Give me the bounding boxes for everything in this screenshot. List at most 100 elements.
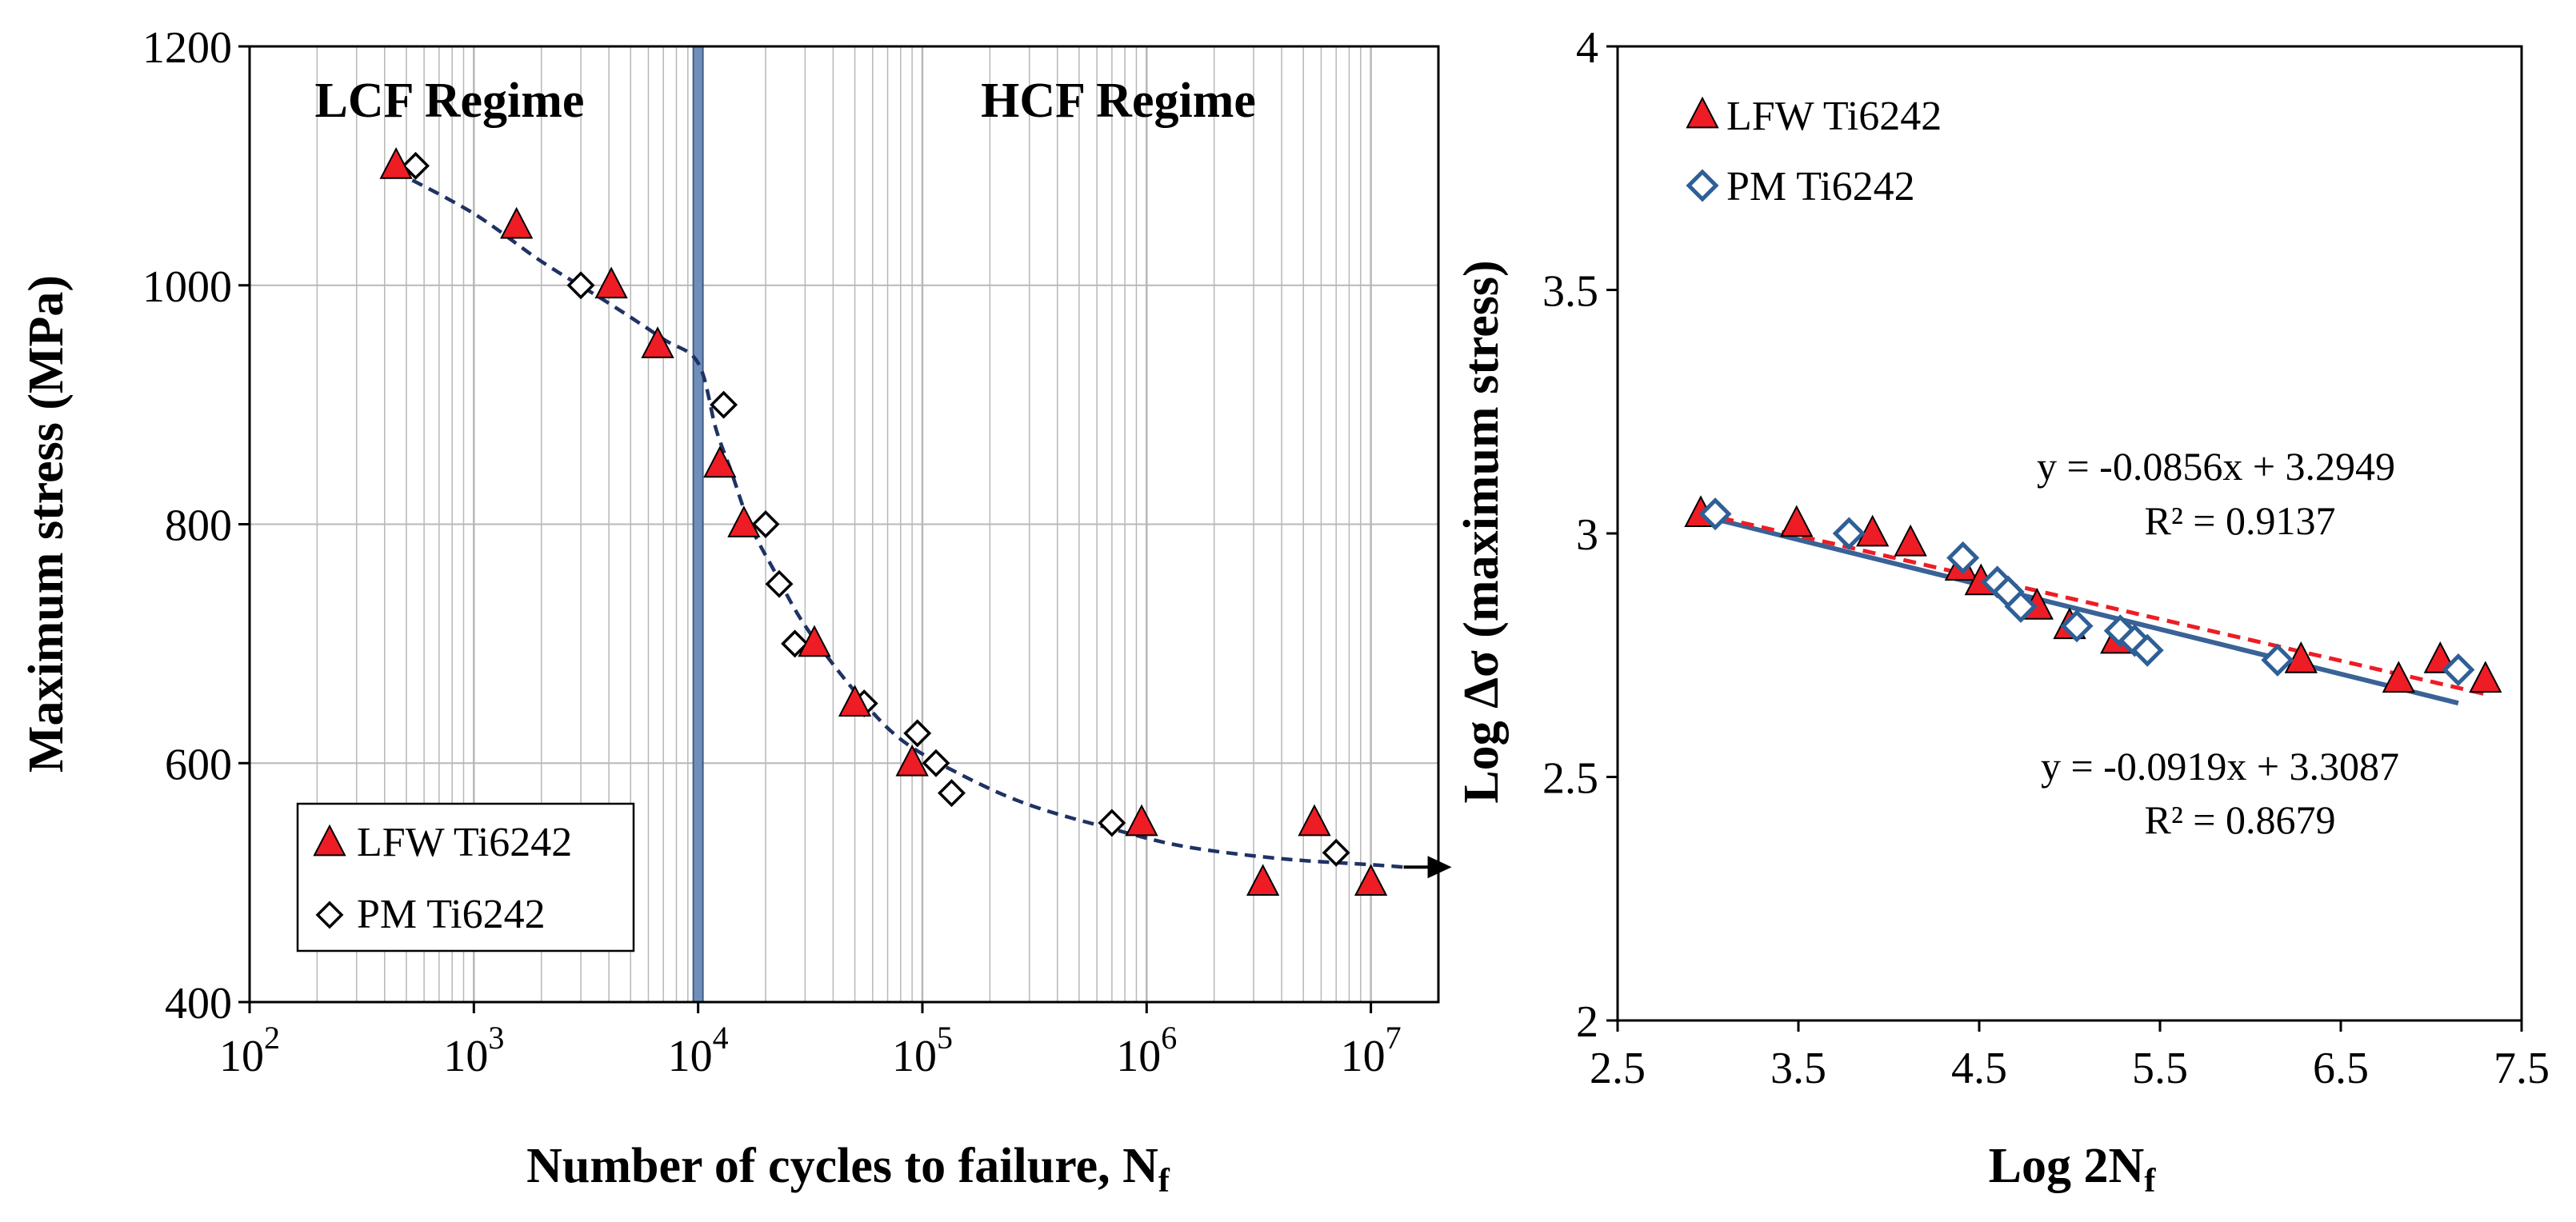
- left-x-tick-label: 105: [892, 1020, 953, 1081]
- lfw-fit-equation: y = -0.0856x + 3.2949: [2037, 444, 2395, 489]
- right-y-tick-label: 3: [1576, 510, 1598, 560]
- left-legend-marker-pm: [315, 901, 344, 929]
- lfw-point: [838, 685, 872, 717]
- pm-point: [2261, 643, 2294, 677]
- left-x-tick-labels: 102 103 104 105 106 107: [219, 1002, 1402, 1081]
- lcf-regime-label: LCF Regime: [315, 74, 585, 128]
- right-x-tick-label: 7.5: [2494, 1044, 2550, 1093]
- left-legend-label-pm: PM Ti6242: [357, 892, 546, 937]
- right-y-axis-title: Log Δσ (maximum stress): [1454, 260, 1509, 803]
- pm-point: [765, 569, 794, 598]
- pm-point: [922, 749, 950, 777]
- lfw-point: [500, 206, 534, 239]
- left-legend-label-lfw: LFW Ti6242: [357, 820, 572, 865]
- lfw-point: [1894, 524, 1927, 557]
- left-x-tick-label: 106: [1116, 1020, 1177, 1081]
- right-y-tick-labels: 2 2.5 3 3.5 4: [1542, 23, 1618, 1047]
- left-chart: 400 600 800 1000 1200 102 103 104 105 106 107 LCF…: [19, 23, 1452, 1200]
- trend-curve: [395, 170, 1452, 879]
- lfw-point: [1298, 804, 1331, 837]
- pm-point: [710, 390, 738, 419]
- right-x-tick-label: 3.5: [1770, 1044, 1826, 1093]
- pm-point: [751, 510, 780, 538]
- left-data-points: [379, 147, 1388, 897]
- left-y-tick-label: 1200: [142, 23, 232, 73]
- lfw-point: [1354, 864, 1388, 897]
- left-y-tick-label: 1000: [142, 262, 232, 312]
- lfw-point: [1780, 505, 1814, 537]
- right-x-tick-labels: 2.5 3.5 4.5 5.5 6.5 7.5: [1590, 1020, 2550, 1093]
- lfw-point: [727, 505, 761, 537]
- right-y-tick-label: 2: [1576, 997, 1598, 1047]
- left-legend-box: [296, 802, 635, 952]
- lfw-fit-r2: R² = 0.9137: [2144, 498, 2335, 543]
- hcf-regime-label: HCF Regime: [981, 74, 1256, 128]
- lfw-point: [1125, 804, 1158, 837]
- left-x-axis-title: Number of cycles to failure, Nf: [526, 1139, 1170, 1200]
- left-y-tick-labels: 400 600 800 1000 1200: [142, 23, 250, 1028]
- pm-point: [938, 779, 966, 808]
- pm-point: [903, 719, 932, 748]
- lfw-point: [641, 326, 674, 358]
- pm-point: [402, 151, 430, 180]
- right-legend-marker-lfw: [1686, 96, 1719, 129]
- lfw-point: [2284, 641, 2318, 673]
- right-y-tick-label: 4: [1576, 23, 1598, 73]
- right-legend-label-lfw: LFW Ti6242: [1726, 94, 1942, 139]
- left-legend: LFW Ti6242 PM Ti6242: [296, 802, 635, 952]
- left-x-tick-label: 103: [443, 1020, 504, 1081]
- right-fit-lines: [1700, 511, 2486, 706]
- trend-arrow-head: [1427, 856, 1452, 879]
- pm-point: [1832, 517, 1866, 550]
- left-legend-diamond: [315, 901, 344, 929]
- lfw-fit-line: [1700, 511, 2486, 697]
- right-x-axis-title: Log 2Nf: [1989, 1139, 2157, 1200]
- pm-point: [1098, 809, 1126, 837]
- left-x-tick-label: 104: [668, 1020, 729, 1081]
- regime-divider-line: [692, 46, 704, 1003]
- right-x-tick-label: 5.5: [2132, 1044, 2188, 1093]
- lfw-point: [703, 445, 737, 478]
- pm-point: [2442, 653, 2475, 687]
- pm-fit-r2: R² = 0.8679: [2144, 797, 2335, 842]
- right-legend-marker-pm: [1686, 169, 1719, 202]
- trend-curve-path: [395, 170, 1404, 869]
- right-data-points: [1684, 495, 2502, 693]
- right-x-tick-label: 2.5: [1590, 1044, 1646, 1093]
- lfw-point: [2382, 661, 2415, 693]
- left-x-tick-label: 107: [1341, 1020, 1402, 1081]
- lfw-point: [2469, 661, 2502, 693]
- pm-point: [566, 271, 595, 300]
- left-x-tick-label: 102: [219, 1020, 280, 1081]
- left-y-tick-label: 800: [165, 501, 232, 551]
- left-y-axis-title: Maximum stress (MPa): [19, 275, 74, 773]
- lfw-point: [594, 266, 628, 299]
- pm-fit-equation: y = -0.0919x + 3.3087: [2041, 744, 2399, 789]
- left-legend-marker-lfw: [313, 824, 346, 857]
- pm-fit-line: [1700, 513, 2459, 706]
- pm-point: [1322, 838, 1350, 867]
- pm-point: [781, 629, 810, 658]
- pm-point: [1698, 497, 1732, 531]
- right-y-tick-label: 3.5: [1542, 267, 1598, 317]
- right-x-tick-label: 4.5: [1951, 1044, 2007, 1093]
- right-legend-triangle: [1686, 96, 1719, 129]
- pm-point: [2130, 633, 2164, 667]
- left-legend-triangle: [313, 824, 346, 857]
- pm-point: [2060, 609, 2094, 643]
- right-x-tick-label: 6.5: [2313, 1044, 2369, 1093]
- right-y-tick-label: 2.5: [1542, 754, 1598, 804]
- lfw-point: [379, 147, 413, 179]
- regime-divider: [692, 46, 704, 1003]
- right-chart: 22.533.54 2.5 3.5 4.5 5.5 6.5 7.5 LFW Ti6242 …: [1454, 23, 2550, 1200]
- right-legend-diamond: [1686, 169, 1719, 202]
- lfw-point: [798, 625, 831, 657]
- left-y-tick-label: 600: [165, 740, 232, 789]
- pm-point: [2004, 589, 2038, 623]
- lfw-point: [1246, 864, 1280, 897]
- left-y-tick-label: 400: [165, 979, 232, 1028]
- pm-point: [1946, 541, 1980, 574]
- lfw-point: [895, 744, 929, 777]
- right-legend: LFW Ti6242 PM Ti6242: [1686, 94, 1942, 210]
